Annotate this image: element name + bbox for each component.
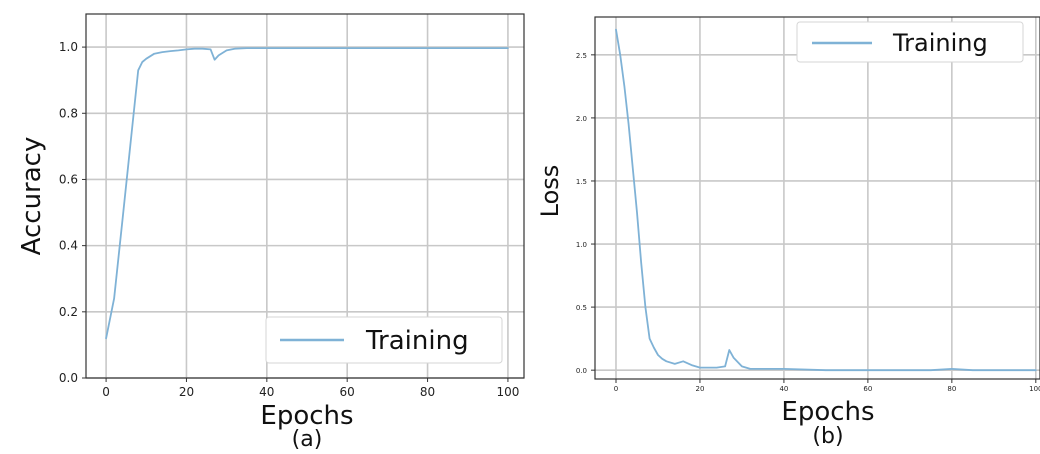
y-tick-label: 0.2 bbox=[59, 305, 78, 319]
y-tick-label: 1.0 bbox=[576, 241, 587, 249]
x-tick-label: 60 bbox=[340, 385, 355, 399]
y-tick-label: 2.0 bbox=[576, 115, 587, 123]
x-tick-label: 0 bbox=[614, 385, 618, 393]
panel-a-series bbox=[105, 47, 509, 340]
panel-b-caption: (b) bbox=[812, 424, 843, 449]
training-series-line bbox=[615, 28, 1037, 372]
y-tick-label: 0.8 bbox=[59, 106, 78, 120]
panel-a-caption: (a) bbox=[292, 427, 323, 452]
y-tick-label: 0.0 bbox=[59, 371, 78, 385]
panel-b-grid bbox=[595, 17, 1040, 379]
y-tick-label: 0.6 bbox=[59, 172, 78, 186]
y-tick-label: 0.4 bbox=[59, 239, 78, 253]
y-tick-label: 0.5 bbox=[576, 304, 587, 312]
x-tick-label: 100 bbox=[496, 385, 519, 399]
panel-b-legend-box bbox=[796, 21, 1024, 63]
x-tick-label: 0 bbox=[102, 385, 110, 399]
x-tick-label: 40 bbox=[259, 385, 274, 399]
panel-a-legend-label: Training bbox=[365, 326, 469, 356]
training-series-line bbox=[105, 47, 509, 340]
panel-a-x-axis-label: Epochs bbox=[260, 401, 353, 431]
x-tick-label: 80 bbox=[947, 385, 956, 393]
y-tick-label: 2.5 bbox=[576, 52, 587, 60]
x-tick-label: 60 bbox=[863, 385, 872, 393]
panel-a-axes-frame bbox=[85, 13, 525, 379]
panel-a-legend: Training bbox=[265, 316, 503, 364]
y-tick-label: 1.5 bbox=[576, 178, 587, 186]
y-tick-label: 0.0 bbox=[576, 367, 587, 375]
x-tick-label: 80 bbox=[420, 385, 435, 399]
panel-a-legend-box bbox=[265, 316, 503, 364]
panel-b-series bbox=[615, 28, 1037, 372]
panel-b-legend-label: Training bbox=[892, 29, 988, 57]
panel-b-loss-chart: 0 20 40 60 80 100 0.0 0.5 1.0 1.5 2.0 2.5 Loss Epoc… bbox=[536, 16, 1040, 449]
x-tick-label: 20 bbox=[179, 385, 194, 399]
panel-b-axes-frame bbox=[594, 16, 1040, 380]
panel-b-legend: Training bbox=[796, 21, 1024, 63]
panel-a-ticks: 0 20 40 60 80 100 0.0 0.2 0.4 0.6 0.8 1.0 bbox=[59, 40, 519, 399]
panel-b-y-axis-label: Loss bbox=[536, 165, 564, 218]
x-tick-label: 100 bbox=[1029, 385, 1040, 393]
y-tick-label: 1.0 bbox=[59, 40, 78, 54]
panel-a-y-axis-label: Accuracy bbox=[17, 137, 47, 256]
x-tick-label: 20 bbox=[695, 385, 704, 393]
x-tick-label: 40 bbox=[779, 385, 788, 393]
panel-b-ticks: 0 20 40 60 80 100 0.0 0.5 1.0 1.5 2.0 2.5 bbox=[576, 52, 1040, 393]
panel-b-x-axis-label: Epochs bbox=[781, 397, 874, 427]
